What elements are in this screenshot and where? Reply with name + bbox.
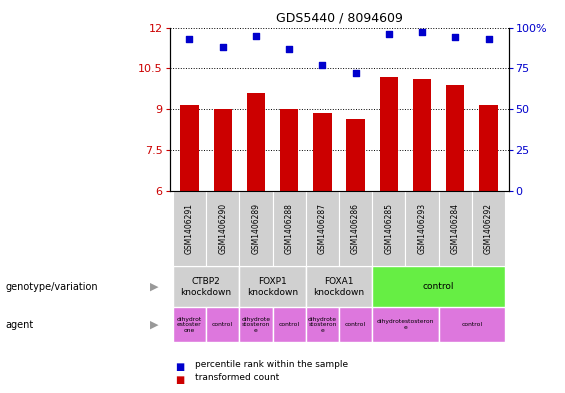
- Point: [351, 70, 360, 76]
- Bar: [173, 191, 206, 266]
- Text: CTBP2
knockdown: CTBP2 knockdown: [180, 277, 232, 297]
- Text: percentile rank within the sample: percentile rank within the sample: [195, 360, 348, 369]
- Bar: [372, 266, 505, 307]
- Point: [484, 36, 493, 42]
- Text: GSM1406287: GSM1406287: [318, 203, 327, 254]
- Bar: [480, 105, 498, 191]
- Text: dihydrote
stosteron
e: dihydrote stosteron e: [241, 317, 271, 332]
- Text: FOXA1
knockdown: FOXA1 knockdown: [314, 277, 364, 297]
- Text: GSM1406292: GSM1406292: [484, 203, 493, 254]
- Text: dihydrot
estoster
one: dihydrot estoster one: [177, 317, 202, 332]
- Text: genotype/variation: genotype/variation: [6, 282, 98, 292]
- Bar: [214, 109, 232, 191]
- Point: [218, 44, 227, 50]
- Bar: [313, 113, 332, 191]
- Bar: [206, 307, 240, 342]
- Bar: [346, 119, 365, 191]
- Bar: [372, 307, 438, 342]
- Bar: [240, 266, 306, 307]
- Bar: [406, 191, 438, 266]
- Bar: [272, 191, 306, 266]
- Text: dihydrotestosteron
e: dihydrotestosteron e: [377, 320, 434, 330]
- Bar: [438, 307, 505, 342]
- Text: GSM1406289: GSM1406289: [251, 203, 260, 254]
- Text: GSM1406286: GSM1406286: [351, 203, 360, 254]
- Text: control: control: [279, 322, 299, 327]
- Bar: [280, 109, 298, 191]
- Bar: [339, 307, 372, 342]
- Text: control: control: [423, 283, 454, 291]
- Text: agent: agent: [6, 320, 34, 330]
- Bar: [240, 191, 272, 266]
- Bar: [339, 191, 372, 266]
- Bar: [306, 307, 339, 342]
- Point: [185, 36, 194, 42]
- Title: GDS5440 / 8094609: GDS5440 / 8094609: [276, 12, 402, 25]
- Bar: [446, 85, 464, 191]
- Bar: [438, 191, 472, 266]
- Text: control: control: [212, 322, 233, 327]
- Text: control: control: [462, 322, 483, 327]
- Bar: [173, 307, 206, 342]
- Text: ■: ■: [175, 362, 184, 371]
- Point: [285, 46, 294, 52]
- Text: GSM1406290: GSM1406290: [218, 203, 227, 254]
- Point: [451, 34, 460, 40]
- Bar: [306, 266, 372, 307]
- Bar: [272, 307, 306, 342]
- Text: GSM1406285: GSM1406285: [384, 203, 393, 254]
- Bar: [413, 79, 431, 191]
- Point: [384, 31, 393, 37]
- Bar: [240, 307, 272, 342]
- Bar: [247, 93, 265, 191]
- Text: transformed count: transformed count: [195, 373, 279, 382]
- Point: [318, 62, 327, 68]
- Point: [251, 33, 260, 39]
- Text: ■: ■: [175, 375, 184, 385]
- Text: GSM1406293: GSM1406293: [418, 203, 427, 254]
- Text: GSM1406288: GSM1406288: [285, 203, 294, 254]
- Bar: [380, 77, 398, 191]
- Bar: [372, 191, 406, 266]
- Bar: [180, 105, 198, 191]
- Text: GSM1406284: GSM1406284: [451, 203, 460, 254]
- Bar: [173, 266, 240, 307]
- Bar: [472, 191, 505, 266]
- Text: ▶: ▶: [150, 320, 158, 330]
- Text: ▶: ▶: [150, 282, 158, 292]
- Text: dihydrote
stosteron
e: dihydrote stosteron e: [308, 317, 337, 332]
- Bar: [206, 191, 240, 266]
- Text: control: control: [345, 322, 366, 327]
- Point: [418, 29, 427, 35]
- Bar: [306, 191, 339, 266]
- Text: FOXP1
knockdown: FOXP1 knockdown: [247, 277, 298, 297]
- Text: GSM1406291: GSM1406291: [185, 203, 194, 254]
